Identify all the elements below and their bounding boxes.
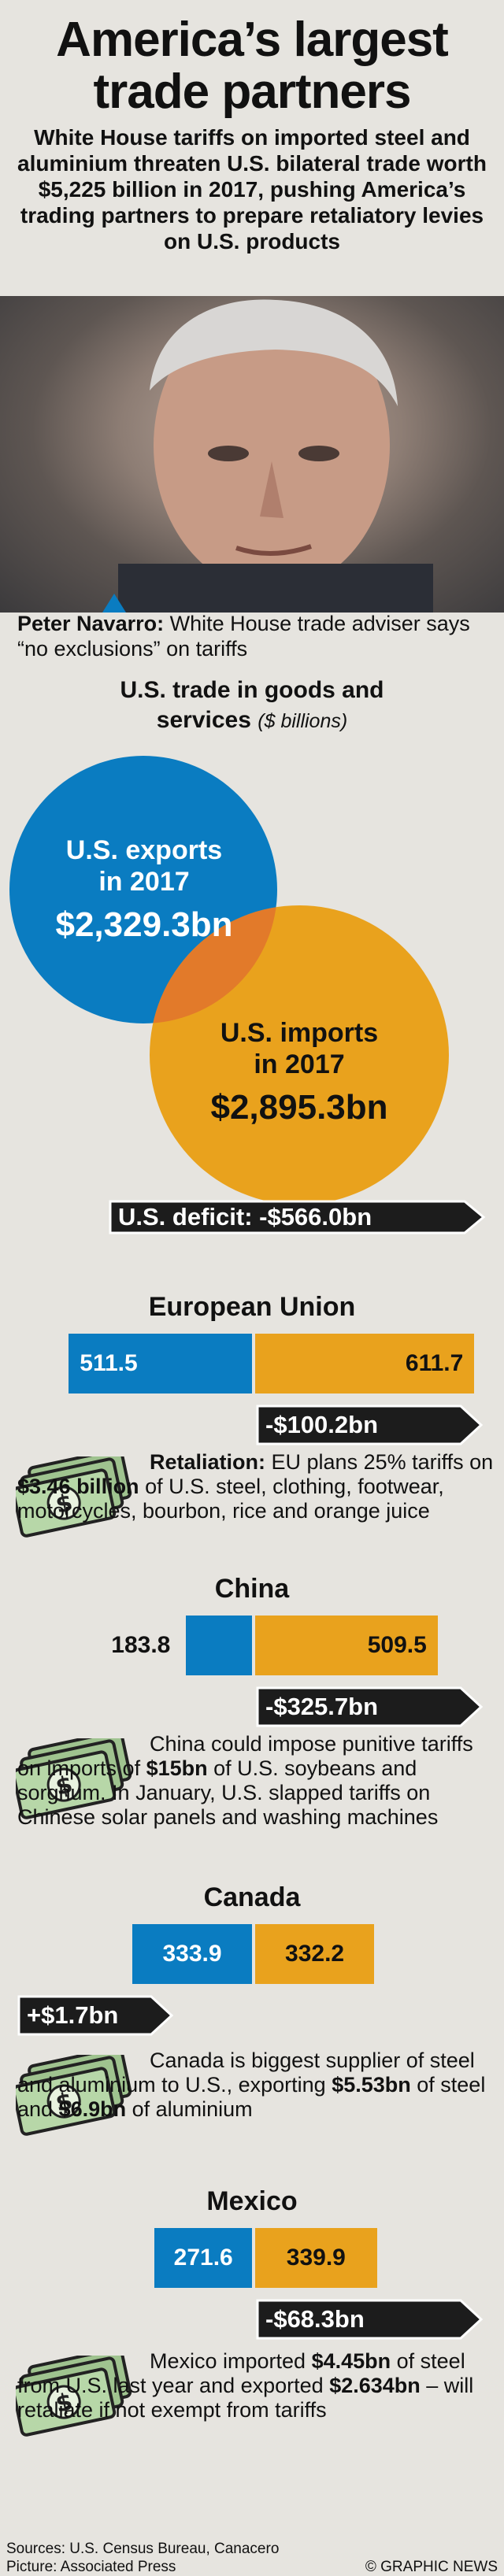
note-fragment: of U.S. soybeans and sorghum. In January…: [17, 1756, 439, 1829]
picture-credit: Picture: Associated Press: [6, 2559, 176, 2575]
balance-tag: [256, 1405, 484, 1445]
overlap-area: [150, 905, 277, 1023]
subtitle: White House tariffs on imported steel an…: [17, 125, 487, 254]
photo-caption: Peter Navarro: White House trade adviser…: [17, 611, 490, 661]
caption-name: Peter Navarro:: [17, 612, 165, 635]
imports-label-line2: in 2017: [254, 1049, 345, 1079]
section-note: Retaliation: EU plans 25% tariffs on $3.…: [17, 1450, 495, 1523]
note-fragment: of U.S. steel, clothing, footwear, motor…: [17, 1475, 444, 1523]
note-fragment: EU plans 25% tariffs on: [265, 1450, 494, 1474]
balance-tag: [17, 1995, 174, 2036]
note-fragment: Retaliation:: [150, 1450, 266, 1474]
note-fragment: $6.9bn: [58, 2097, 127, 2121]
title-line-1: America’s largest: [56, 13, 449, 67]
export-bar: 333.9: [132, 1924, 252, 1984]
imports-label-line1: U.S. imports: [220, 1018, 379, 1048]
graphic-news-credit: © GRAPHIC NEWS: [365, 2559, 498, 2575]
sources-text: Sources: U.S. Census Bureau, Canacero: [6, 2541, 280, 2557]
section-title: European Union: [148, 1292, 356, 1322]
balance-label: +$1.7bn: [27, 2001, 119, 2029]
note-fragment: $5.53bn: [332, 2073, 411, 2097]
section-note: Mexico imported $4.45bn of steel from U.…: [17, 2349, 495, 2422]
exports-label-line1: U.S. exports: [65, 835, 223, 865]
banknotes-icon: $: [16, 2356, 132, 2437]
balance-tag: [256, 1686, 484, 1727]
note-fragment: China could impose punitive tariffs on i…: [17, 1732, 473, 1780]
section-title: Canada: [203, 1882, 301, 1912]
export-bar: [186, 1616, 252, 1675]
imports-label: U.S. imports in 2017: [173, 1017, 425, 1080]
portrait-photo: [0, 296, 504, 619]
section-note: Canada is biggest supplier of steel and …: [17, 2049, 495, 2122]
trade-heading: U.S. trade in goods and services ($ bill…: [0, 675, 504, 736]
banknotes-icon: $: [16, 2055, 132, 2136]
exports-label-line2: in 2017: [98, 867, 190, 897]
note-fragment: of aluminium: [126, 2097, 253, 2121]
exports-value: $2,329.3bn: [55, 905, 233, 944]
import-bar: 339.9: [255, 2228, 377, 2288]
exports-label: U.S. exports in 2017: [41, 835, 247, 898]
trade-heading-line1: U.S. trade in goods and: [120, 677, 384, 703]
balance-label: -$100.2bn: [265, 1411, 379, 1438]
trade-unit: ($ billions): [258, 710, 348, 732]
page-title: America’s largest trade partners: [0, 14, 504, 118]
footer: Sources: U.S. Census Bureau, Canacero Pi…: [6, 2540, 498, 2576]
section-title: China: [214, 1574, 290, 1604]
import-bar: 509.5: [255, 1616, 438, 1675]
export-value-label: 183.8: [111, 1632, 171, 1658]
balance-tag: [256, 2299, 484, 2340]
section-title: Mexico: [206, 2186, 298, 2216]
note-fragment: – will retaliate if not exempt from tari…: [17, 2374, 474, 2422]
balance-label: -$68.3bn: [265, 2305, 365, 2333]
note-fragment: $4.45bn: [311, 2349, 391, 2373]
title-line-2: trade partners: [93, 65, 412, 119]
balance-label: -$325.7bn: [265, 1693, 379, 1720]
note-fragment: of steel and: [17, 2073, 486, 2121]
export-bar: 511.5: [69, 1334, 252, 1393]
section-note: China could impose punitive tariffs on i…: [17, 1732, 495, 1830]
note-fragment: $3.46 billion: [17, 1475, 139, 1498]
note-fragment: $15bn: [146, 1756, 208, 1780]
note-fragment: of steel from U.S. last year and exporte…: [17, 2349, 465, 2397]
import-bar: 611.7: [255, 1334, 475, 1393]
note-fragment: $2.634bn: [329, 2374, 421, 2397]
imports-value: $2,895.3bn: [210, 1088, 388, 1127]
caption-text: White House trade adviser says “no exclu…: [17, 612, 470, 661]
banknotes-icon: $: [16, 1456, 132, 1538]
trade-bubbles: [9, 756, 486, 1234]
deficit-label: U.S. deficit: -$566.0bn: [118, 1203, 372, 1231]
banknotes-icon: $: [16, 1738, 132, 1819]
export-bar: 271.6: [154, 2228, 252, 2288]
portrait-illustration: [102, 299, 433, 619]
note-fragment: Canada is biggest supplier of steel and …: [17, 2049, 475, 2097]
trade-heading-line2: services: [156, 707, 251, 733]
import-bar: 332.2: [255, 1924, 375, 1984]
deficit-tag: [109, 1200, 486, 1234]
note-fragment: Mexico imported: [150, 2349, 312, 2373]
